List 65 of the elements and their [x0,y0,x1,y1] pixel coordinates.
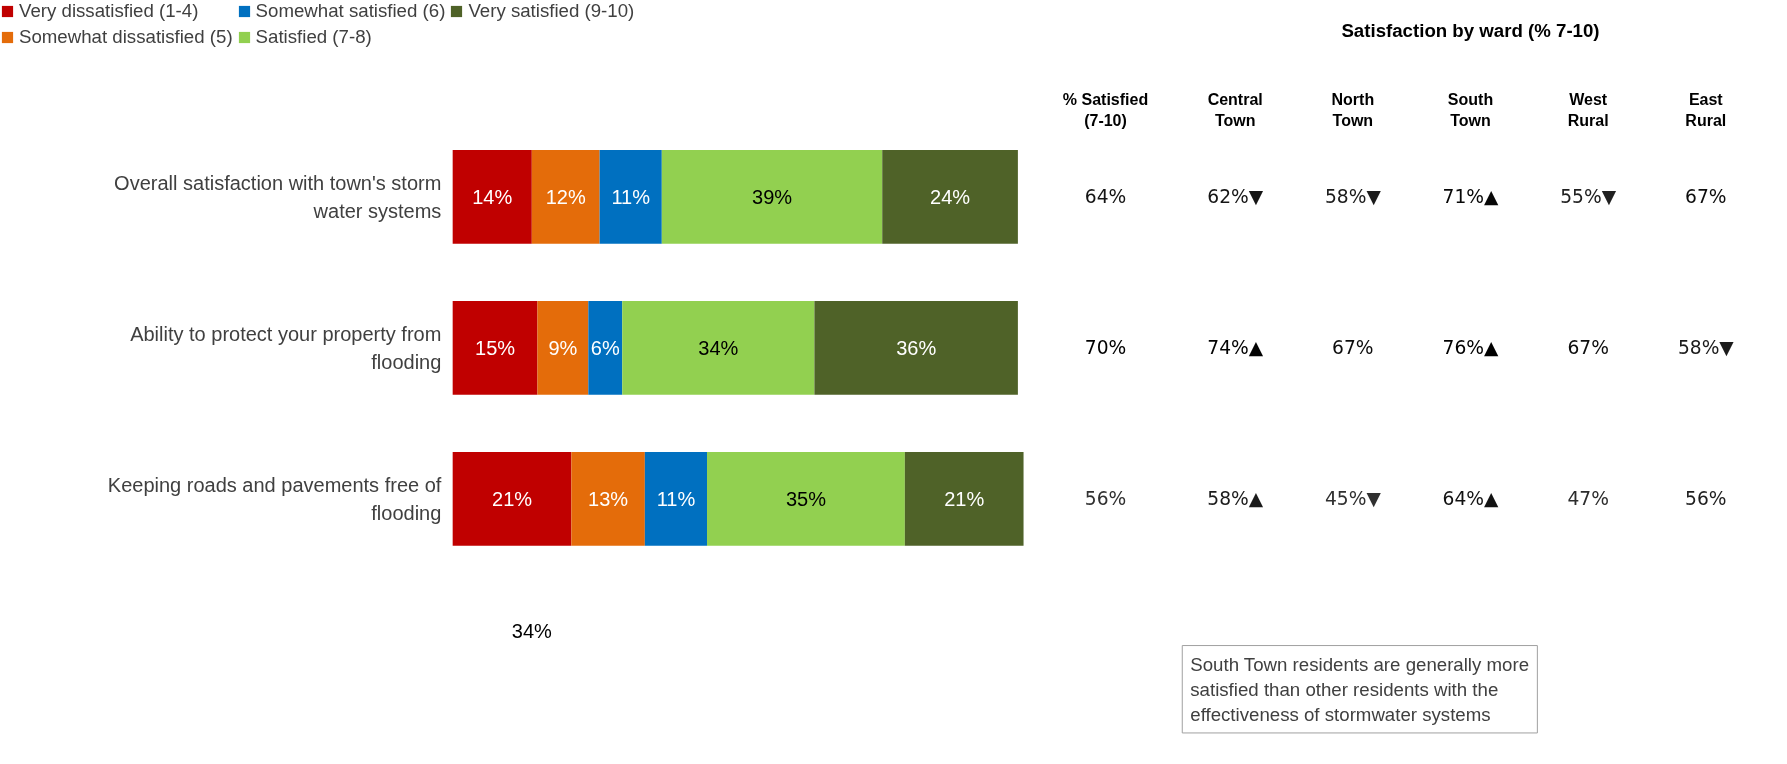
data-label: 45%▼ [1324,488,1382,510]
data-label: 67% [1567,337,1609,359]
bar [661,150,883,244]
data-label: 12% [545,185,586,208]
data-label: 24% [930,185,971,208]
data-label: 14% [472,185,513,208]
data-label: 9% [548,336,578,359]
data-label: 74%▲ [1207,337,1264,359]
x-tick-label: West Rural [1567,91,1609,129]
data-label: 67% [1332,337,1374,359]
data-label: 47% [1567,488,1609,510]
bar [707,452,905,546]
x-tick-label: North Town [1331,91,1375,129]
bar [531,150,600,244]
data-label: 67% [1685,186,1727,208]
bar [452,452,572,546]
data-label: 11% [656,487,696,510]
data-label: 56% [1084,488,1127,510]
data-label: 62%▼ [1207,186,1264,208]
bar [599,150,662,244]
data-label: 35% [785,487,827,510]
bar [588,301,623,395]
data-label: 21% [492,487,533,510]
data-label: 58%▼ [1324,186,1382,208]
legend-label: Somewhat dissatisfied (5) [19,26,233,48]
text: South Town residents are generally more satisfied than other residents with the effectiveness of stormwater systems [1190,653,1530,725]
y-tick-label: Keeping roads and pavements free of flooding [107,473,442,525]
data-label: 76%▲ [1442,337,1500,359]
data-label: 13% [588,487,629,510]
data-label: 58%▲ [1207,488,1264,510]
bar [571,452,645,546]
data-label: 58%▼ [1677,337,1735,359]
data-label: 71%▲ [1442,186,1500,208]
bar [622,301,815,395]
data-label: 11% [611,185,651,208]
data-label: 64%▲ [1442,488,1500,510]
y-tick-label: Overall satisfaction with town's storm water systems [114,171,442,223]
bar [644,452,708,546]
x-tick-label: South Town [1447,91,1494,129]
data-label: 64% [1084,186,1127,208]
legend-label: Very dissatisfied (1-4) [19,0,199,22]
data-label: 34% [698,336,739,359]
data-label: 70% [1084,337,1127,359]
x-tick-label: Central Town [1207,91,1263,129]
bar [904,452,1024,546]
data-label: 21% [944,487,985,510]
x-tick-label: East Rural [1685,91,1727,129]
data-label: 15% [475,336,516,359]
x-tick-label: % Satisfied (7-10) [1062,91,1149,129]
legend-label: Very satisfied (9-10) [468,0,635,22]
bar [452,301,538,395]
legend-label: Somewhat satisfied (6) [255,0,446,22]
data-label: 56% [1685,488,1727,510]
bar [537,301,589,395]
legend-label: Satisfied (7-8) [255,26,372,48]
chart-title: Satisfaction by ward (% 7-10) [1341,20,1600,42]
data-label: 36% [896,336,937,359]
data-label: 39% [752,185,793,208]
bar [452,150,532,244]
data-label: 55%▼ [1560,186,1617,208]
data-label: 6% [590,336,620,359]
bar [814,301,1018,395]
y-tick-label: Ability to protect your property from flooding [130,322,442,374]
bar [882,150,1018,244]
text: 34% [511,619,553,642]
